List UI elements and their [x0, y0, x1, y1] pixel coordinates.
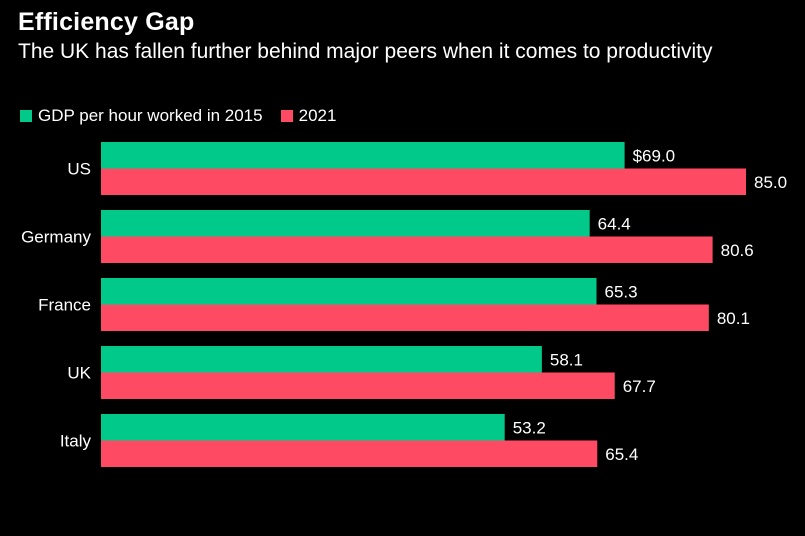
legend-swatch-2015 [20, 110, 32, 122]
value-label-us-2021: 85.0 [754, 173, 787, 192]
chart-legend: GDP per hour worked in 2015 2021 [20, 106, 354, 126]
value-label-france-2021: 80.1 [717, 309, 750, 328]
bar-germany-2015 [101, 210, 590, 237]
bar-france-2015 [101, 278, 597, 305]
category-label-germany: Germany [21, 228, 91, 247]
legend-label-2015: GDP per hour worked in 2015 [38, 106, 263, 125]
value-label-uk-2021: 67.7 [623, 377, 656, 396]
category-label-uk: UK [67, 364, 91, 383]
value-label-france-2015: 65.3 [605, 282, 638, 301]
bar-uk-2015 [101, 346, 542, 373]
bar-germany-2021 [101, 236, 713, 263]
bar-us-2021 [101, 168, 746, 195]
legend-item-2015: GDP per hour worked in 2015 [20, 106, 263, 126]
value-label-germany-2021: 80.6 [721, 241, 754, 260]
value-label-italy-2021: 65.4 [605, 445, 638, 464]
value-label-italy-2015: 53.2 [513, 418, 546, 437]
category-label-us: US [67, 160, 91, 179]
legend-swatch-2021 [280, 110, 293, 122]
chart-subtitle: The UK has fallen further behind major p… [18, 40, 713, 63]
value-label-uk-2015: 58.1 [550, 350, 583, 369]
legend-label-2021: 2021 [298, 106, 337, 125]
bar-us-2015 [101, 142, 625, 169]
category-label-france: France [38, 296, 91, 315]
bar-italy-2021 [101, 440, 598, 467]
value-label-germany-2015: 64.4 [598, 214, 631, 233]
bar-uk-2021 [101, 372, 615, 399]
category-label-italy: Italy [60, 432, 92, 451]
legend-item-2021: 2021 [280, 106, 337, 126]
value-label-us-2015: $69.0 [633, 146, 676, 165]
chart-title: Efficiency Gap [18, 8, 195, 36]
bar-france-2021 [101, 304, 709, 331]
bar-italy-2015 [101, 414, 505, 441]
